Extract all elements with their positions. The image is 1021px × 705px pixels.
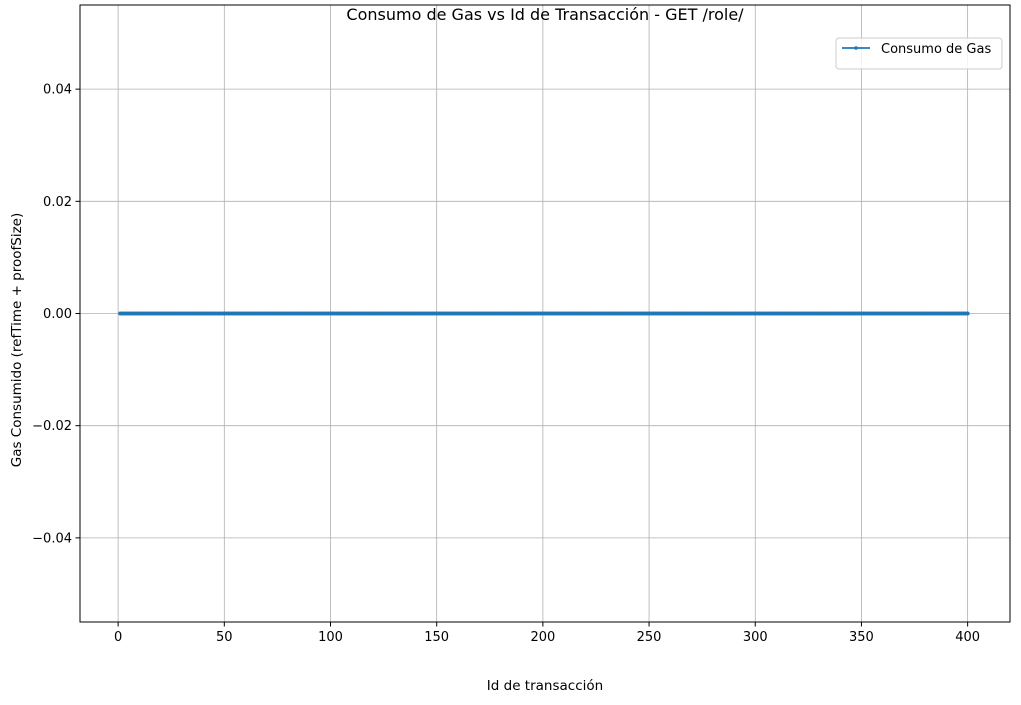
x-tick-label: 200: [530, 630, 555, 645]
y-tick-label: 0.04: [43, 83, 72, 98]
data-series: [118, 311, 970, 316]
x-tick-label: 50: [216, 630, 233, 645]
legend-box: [835, 37, 1003, 70]
y-tick-label: 0.00: [43, 307, 72, 322]
x-tick-label: 400: [955, 630, 980, 645]
x-tick-label: 150: [424, 630, 449, 645]
x-axis-label: Id de transacción: [487, 678, 603, 694]
y-tick-label: −0.02: [32, 419, 72, 434]
legend-dot-marker: [854, 46, 858, 50]
x-tick-label: 300: [743, 630, 768, 645]
legend: Consumo de Gas: [835, 37, 1003, 70]
x-tick-label: 100: [318, 630, 343, 645]
x-tick-label: 0: [114, 630, 122, 645]
y-tick-label: −0.04: [32, 531, 72, 546]
chart-title: Consumo de Gas vs Id de Transacción - GE…: [346, 5, 744, 24]
x-tick-label: 350: [849, 630, 874, 645]
y-axis-label: Gas Consumido (refTime + proofSize): [9, 213, 25, 468]
x-tick-label: 250: [637, 630, 662, 645]
data-point: [965, 311, 970, 316]
legend-label: Consumo de Gas: [881, 42, 991, 57]
y-tick-label: 0.02: [43, 195, 72, 210]
axis-ticks: 0 50 100 150 200 250 300 350 400 −0.04 −0.02 0.00 0.…: [32, 83, 980, 645]
